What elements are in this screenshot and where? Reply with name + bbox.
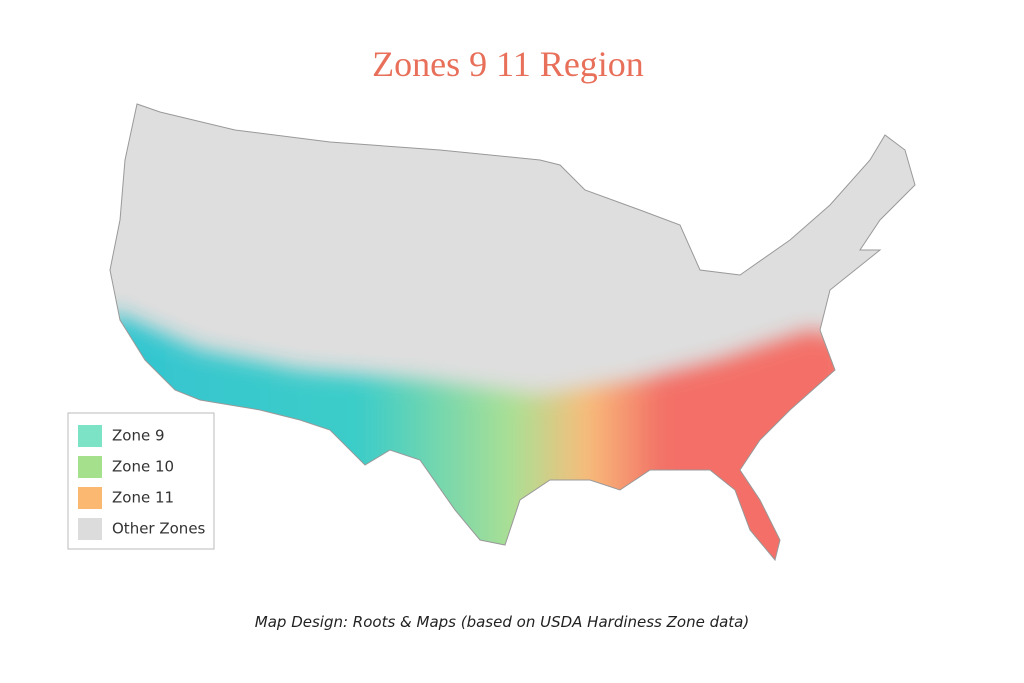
title: Zones 9 11 Region: [372, 44, 644, 84]
legend-swatch: [78, 518, 102, 540]
legend-label: Other Zones: [112, 520, 206, 538]
legend-swatch: [78, 487, 102, 509]
legend: Zone 9 Zone 10 Zone 11 Other Zones: [67, 412, 215, 550]
legend-label: Zone 11: [112, 489, 174, 507]
legend-swatch: [78, 456, 102, 478]
caption: Map Design: Roots & Maps (based on USDA …: [255, 613, 749, 631]
legend-swatch: [78, 425, 102, 447]
map: [110, 104, 915, 560]
legend-label: Zone 10: [112, 458, 174, 476]
legend-label: Zone 9: [112, 427, 165, 445]
